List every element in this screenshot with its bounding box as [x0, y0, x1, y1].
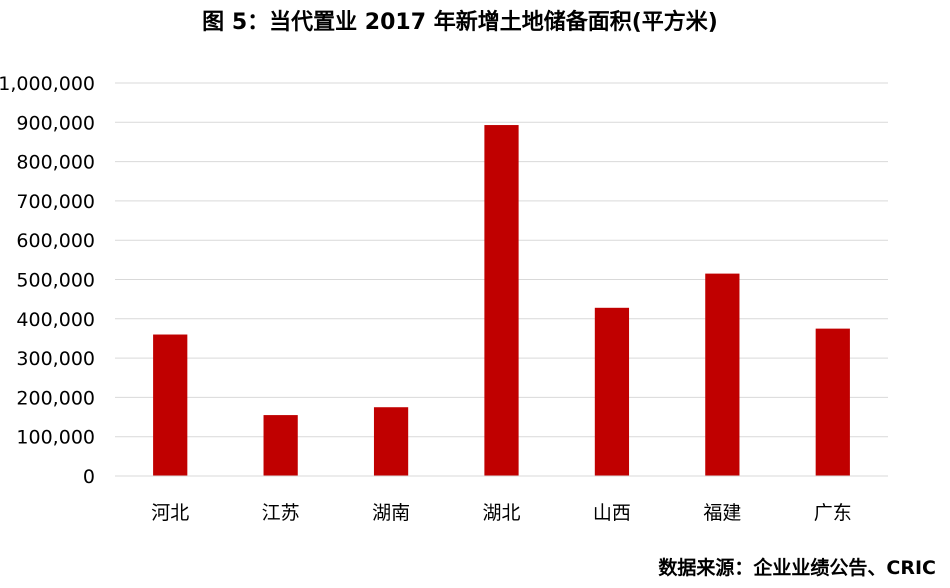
bar-江苏	[263, 415, 298, 476]
category-label: 福建	[703, 502, 741, 524]
bar-山西	[594, 307, 630, 476]
bar-广东	[815, 328, 850, 476]
category-label: 湖南	[372, 502, 410, 524]
y-tick-label: 0	[83, 466, 95, 488]
bar-湖北	[484, 125, 519, 477]
y-tick-label: 700,000	[16, 191, 95, 213]
bars	[153, 125, 850, 477]
y-tick-label: 300,000	[16, 348, 95, 370]
y-tick-label: 800,000	[16, 152, 95, 174]
category-label: 山西	[593, 502, 631, 524]
chart-title: 图 5：当代置业 2017 年新增土地储备面积(平方米)	[202, 10, 718, 35]
y-tick-label: 400,000	[16, 309, 95, 331]
y-tick-label: 1,000,000	[0, 73, 95, 95]
bar-湖南	[373, 407, 409, 476]
category-labels: 河北 江苏 湖南 湖北 山西 福建 广东	[151, 502, 852, 524]
category-label: 河北	[151, 502, 189, 524]
category-label: 湖北	[482, 502, 520, 524]
category-label: 江苏	[262, 502, 300, 524]
bar-河北	[153, 334, 188, 476]
y-tick-label: 600,000	[16, 230, 95, 252]
y-tick-label: 500,000	[16, 270, 95, 292]
bar-福建	[705, 273, 740, 476]
category-label: 广东	[814, 502, 852, 524]
y-tick-label: 200,000	[16, 387, 95, 409]
y-tick-label: 900,000	[16, 112, 95, 134]
y-axis-tick-labels: 0 100,000 200,000 300,000 400,000 500,000 600,…	[0, 73, 95, 488]
source-note: 数据来源：企业业绩公告、CRIC	[658, 557, 936, 579]
y-tick-label: 100,000	[16, 427, 95, 449]
